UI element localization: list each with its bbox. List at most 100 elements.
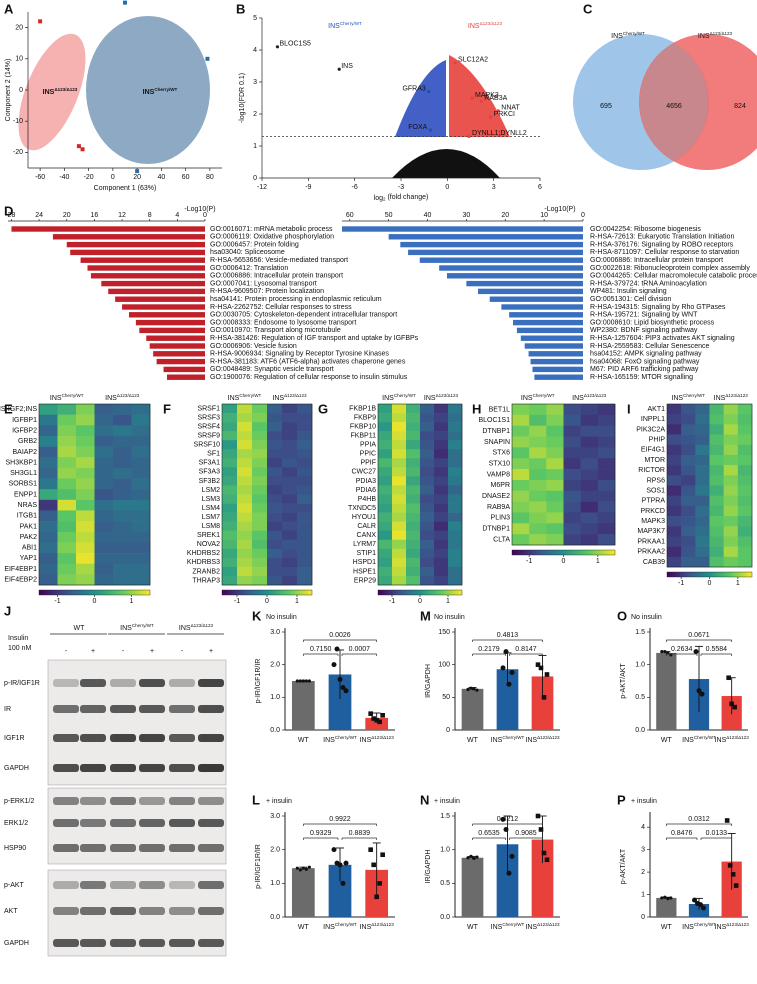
heat-cell: [267, 539, 283, 550]
heat-cell: [237, 440, 253, 450]
heat-cell: [667, 424, 682, 435]
heat-cell: [282, 404, 298, 414]
y-tick-label: -20: [13, 149, 23, 156]
heat-cell: [113, 435, 132, 447]
heat-cell: [297, 521, 313, 531]
heat-cell: [392, 521, 407, 531]
heat-cell: [420, 449, 435, 459]
heat-cell: [406, 530, 421, 541]
heat-cell: [131, 414, 151, 426]
bar: [90, 273, 205, 279]
group-label-sup: Δ123/Δ123: [584, 393, 607, 398]
colorbar-tick-label: 0: [562, 558, 566, 565]
data-point: [730, 872, 736, 877]
venn-set-label-base: INS: [611, 33, 623, 40]
data-point: [301, 866, 305, 870]
row-label: ITGB1: [17, 513, 37, 520]
heat-cell: [113, 563, 132, 575]
heat-cell: [378, 539, 393, 550]
lane-sign: +: [91, 648, 95, 655]
y-tick-label: 0: [446, 727, 450, 734]
row-label: CWC27: [351, 469, 376, 476]
heat-cell: [709, 516, 724, 527]
heat-cell: [512, 501, 530, 513]
heat-cell: [406, 503, 421, 513]
heat-cell: [39, 425, 58, 437]
colorbar-tick-label: 0: [265, 598, 269, 605]
bar: [128, 312, 205, 318]
venn-count: 824: [734, 103, 746, 110]
heat-cell: [448, 530, 463, 541]
venn-count: 4656: [666, 103, 682, 110]
heat-cell: [392, 539, 407, 550]
heat-cell: [597, 512, 616, 524]
group-label: INSCherry/WT: [521, 393, 555, 402]
x-tick-label: 0: [111, 174, 115, 181]
bar: [52, 234, 205, 240]
y-tick-label: 2.0: [270, 847, 280, 854]
heat-cell: [267, 557, 283, 568]
panel-label: M: [420, 608, 431, 623]
heat-cell: [237, 494, 253, 504]
heat-cell: [392, 467, 407, 477]
heat-cell: [57, 467, 77, 479]
blot-band: [139, 797, 165, 805]
row-label: ZRANB2: [192, 568, 220, 575]
blot-band: [53, 734, 79, 742]
group-name-base: INS: [143, 89, 155, 96]
heat-cell: [282, 503, 298, 513]
heat-cell: [723, 536, 739, 547]
heat-cell: [39, 531, 58, 543]
group-name: INSCherry/WT: [143, 87, 178, 96]
blot-band: [198, 844, 224, 852]
heat-cell: [378, 521, 393, 531]
category-label: R-HSA-2262752: Cellular responses to str…: [210, 304, 352, 311]
y-tick-label: 0: [253, 175, 257, 182]
heat-cell: [131, 563, 151, 575]
x-tick-label: -60: [35, 174, 45, 181]
heat-cell: [237, 467, 253, 477]
bar: [466, 280, 583, 287]
row-label: HSPD1: [353, 559, 376, 566]
blot-band: [139, 907, 165, 915]
heat-cell: [563, 534, 581, 546]
x-axis-label: -Log10(P): [544, 206, 575, 213]
heat-cell: [420, 413, 435, 423]
blot-band: [80, 764, 106, 772]
data-point: [506, 870, 512, 876]
category-label: GO:0051301: Cell division: [590, 296, 671, 303]
data-point: [374, 894, 379, 900]
blot-row-label: ERK1/2: [4, 820, 28, 827]
heat-cell: [597, 523, 616, 535]
heat-cell: [237, 449, 253, 459]
heat-cell: [94, 563, 114, 575]
row-label: SF3A3: [199, 469, 221, 476]
heat-cell: [529, 512, 547, 524]
bar: [388, 234, 583, 240]
heat-cell: [580, 447, 599, 459]
heat-cell: [282, 530, 298, 541]
heat-cell: [113, 414, 132, 426]
heat-cell: [297, 413, 313, 423]
confidence-ellipse: [86, 16, 210, 164]
heat-cell: [76, 521, 95, 533]
panel-label: H: [472, 401, 481, 416]
heat-cell: [252, 485, 268, 495]
heat-cell: [237, 566, 253, 577]
blot-band: [110, 705, 136, 713]
heat-cell: [406, 521, 421, 531]
data-point: [701, 905, 706, 911]
data-point: [337, 862, 343, 868]
blot-band: [110, 797, 136, 805]
blot-band: [169, 819, 195, 827]
heat-cell: [113, 574, 132, 586]
group-name-sup: Δ123/Δ123: [54, 87, 77, 92]
category-label-base: INS: [715, 924, 727, 931]
p-value: 0.0671: [688, 632, 710, 639]
heat-cell: [392, 422, 407, 432]
heat-cell: [113, 457, 132, 469]
heat-cell: [378, 440, 393, 450]
heat-cell: [267, 548, 283, 559]
category-label: GO:0006412: Translation: [210, 265, 288, 272]
heat-cell: [237, 485, 253, 495]
